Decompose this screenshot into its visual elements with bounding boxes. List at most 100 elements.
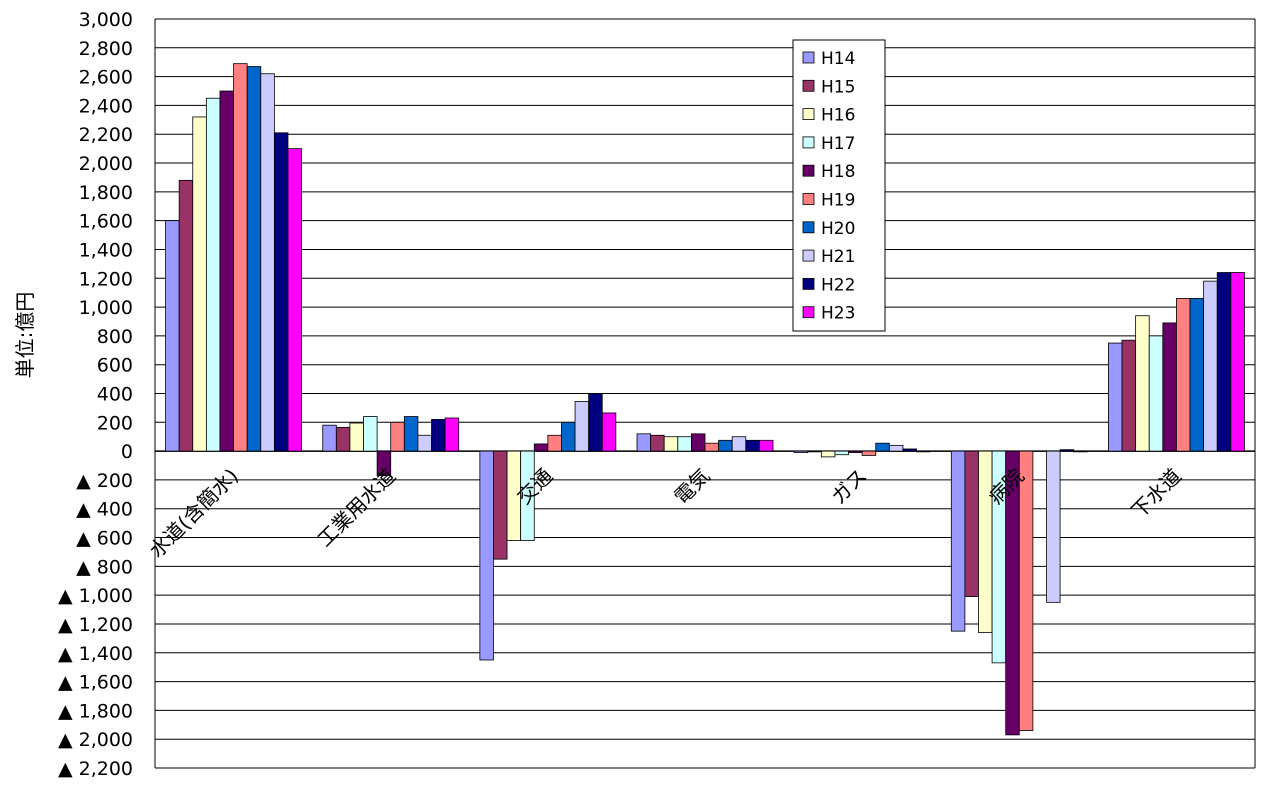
bar-h19-1 [390, 421, 405, 452]
bar-h19-2 [547, 434, 562, 452]
legend-swatch [802, 136, 815, 149]
bar-h15-2 [493, 450, 508, 560]
legend-label: H16 [821, 106, 855, 126]
bar-h15-6 [1121, 339, 1137, 452]
legend-swatch [802, 249, 815, 262]
bar-h20-3 [718, 439, 733, 452]
bar-h23-4 [916, 450, 931, 453]
bar-h21-4 [888, 444, 904, 452]
y-tick-label: 600 [97, 355, 133, 377]
y-tick-label: ▲ 1,600 [58, 672, 133, 694]
bar-h16-3 [663, 436, 679, 452]
bar-h22-0 [273, 132, 289, 452]
y-tick-label: 2,800 [79, 38, 133, 60]
bar-h14-1 [322, 424, 337, 452]
bar-h21-3 [731, 436, 747, 452]
y-tick-label: 1,200 [79, 268, 133, 290]
legend-label: H22 [821, 275, 855, 295]
y-tick-label: 0 [121, 441, 133, 463]
bar-h20-2 [561, 421, 576, 452]
legend-label: H18 [821, 162, 855, 182]
bar-h23-1 [444, 417, 460, 452]
legend-swatch [802, 51, 815, 64]
bar-h19-3 [704, 442, 720, 452]
y-axis-ticks: 3,000 2,800 2,600 2,400 2,200 2,000 1,800 1,600… [58, 9, 133, 780]
y-tick-label: 1,000 [79, 297, 133, 319]
bar-h14-6 [1108, 342, 1123, 452]
y-tick-label: ▲ 1,400 [58, 643, 133, 665]
y-tick-label: 400 [97, 384, 133, 406]
bar-h23-3 [759, 439, 774, 452]
bar-h15-4 [807, 450, 822, 453]
bar-h20-4 [875, 442, 890, 452]
bar-h14-5 [950, 450, 966, 632]
legend-swatch [802, 108, 815, 120]
legend-label: H19 [821, 191, 855, 211]
bar-h14-2 [479, 450, 494, 661]
y-tick-label: ▲ 2,000 [58, 729, 133, 751]
legend-label: H20 [821, 219, 855, 239]
bar-h15-3 [650, 434, 665, 452]
y-tick-label: ▲ 200 [76, 470, 133, 492]
bar-h20-6 [1189, 298, 1205, 452]
bar-h22-2 [588, 393, 603, 452]
bar-h22-3 [745, 439, 760, 452]
legend-swatch [802, 193, 815, 205]
legend-label: H23 [821, 304, 855, 324]
bar-h18-3 [691, 433, 706, 452]
bar-h21-6 [1203, 280, 1218, 452]
bar-h17-2 [520, 450, 535, 541]
bar-h21-2 [574, 401, 590, 452]
y-tick-label: ▲ 2,200 [58, 758, 133, 780]
bar-h21-0 [260, 73, 275, 452]
bar-h23-6 [1230, 272, 1245, 452]
bar-h23-0 [287, 148, 302, 452]
y-tick-label: 1,400 [79, 239, 133, 261]
y-tick-label: ▲ 800 [76, 556, 133, 578]
y-tick-label: 3,000 [79, 9, 133, 31]
bar-h19-6 [1176, 298, 1191, 452]
bar-h22-4 [902, 448, 917, 452]
bar-h23-2 [601, 412, 617, 452]
bar-h18-0 [219, 90, 234, 452]
category-label: ガス [826, 464, 871, 509]
bar-h19-5 [1018, 450, 1034, 731]
y-tick-label: 2,400 [79, 95, 133, 117]
bar-h23-5 [1073, 450, 1088, 453]
bar-h17-1 [363, 416, 378, 452]
grid-lines [154, 18, 1256, 769]
bar-h15-5 [964, 450, 979, 597]
legend-swatch [802, 306, 815, 319]
bar-h16-1 [349, 422, 364, 452]
legend-swatch [802, 79, 815, 92]
bar-h19-0 [233, 63, 248, 452]
category-label: 電気 [669, 464, 714, 509]
legend-label: H21 [821, 247, 855, 267]
y-axis-label: 単位:億円 [13, 292, 37, 379]
bar-h18-2 [533, 443, 549, 452]
legend-label: H15 [821, 77, 855, 97]
legend: H14 H15 H16 H17 H18 H19 H20 H21 H22 H23 [792, 39, 886, 332]
legend-swatch [802, 164, 815, 177]
bars [165, 63, 1245, 736]
bar-h19-4 [861, 450, 877, 456]
y-tick-label: 800 [97, 326, 133, 348]
bar-h14-3 [636, 433, 652, 452]
bar-h14-0 [165, 220, 180, 452]
bar-h20-0 [246, 66, 262, 452]
bar-h15-1 [335, 426, 351, 452]
y-tick-label: ▲ 400 [76, 499, 133, 521]
bar-h15-0 [178, 179, 194, 452]
y-tick-label: 200 [97, 412, 133, 434]
bar-h22-6 [1216, 272, 1232, 452]
legend-label: H17 [821, 134, 855, 154]
bar-h17-6 [1148, 335, 1164, 452]
legend-swatch [802, 221, 815, 234]
category-label: 下水道 [1127, 464, 1186, 523]
category-label: 工業用水道 [313, 464, 401, 552]
y-tick-label: 1,600 [79, 211, 133, 233]
bar-h14-4 [793, 450, 809, 453]
y-tick-label: ▲ 600 [76, 528, 133, 550]
bar-h17-0 [205, 97, 221, 452]
